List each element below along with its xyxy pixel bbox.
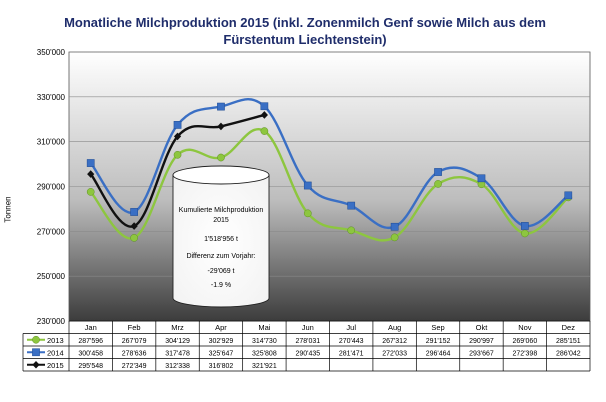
- x-tick-label: Mai: [258, 323, 270, 332]
- data-point: [130, 208, 138, 216]
- data-label: 272'398: [513, 350, 538, 357]
- data-point: [217, 102, 225, 111]
- data-point: [173, 121, 182, 129]
- annotation-text: Kumulierte Milchproduktion: [179, 207, 264, 214]
- data-point: [217, 153, 225, 162]
- data-label: 272'033: [382, 350, 407, 357]
- data-point: [173, 132, 182, 141]
- data-label: 290'997: [469, 338, 494, 345]
- x-tick-label: Nov: [518, 323, 532, 332]
- data-point: [130, 234, 138, 242]
- data-label: 269'060: [513, 338, 538, 345]
- data-label: 278'636: [122, 350, 147, 357]
- data-label: 302'929: [209, 338, 234, 345]
- data-point: [564, 191, 573, 200]
- data-label: 296'464: [426, 350, 451, 357]
- y-tick-label: 350'000: [37, 48, 66, 57]
- annotation-text: -1.9 %: [211, 282, 231, 289]
- data-point: [434, 180, 442, 188]
- data-label: 270'443: [339, 338, 364, 345]
- series-2015: [87, 111, 268, 230]
- data-point: [303, 181, 312, 190]
- x-tick-label: Jun: [302, 323, 314, 332]
- x-tick-label: Okt: [476, 323, 489, 332]
- data-point: [347, 201, 356, 210]
- x-tick-label: Mrz: [171, 323, 184, 332]
- data-label: 272'349: [122, 363, 147, 370]
- data-label: 317'478: [165, 350, 190, 357]
- data-label: 281'471: [339, 350, 364, 357]
- annotation-cylinder-top: [172, 165, 270, 185]
- x-tick-label: Sep: [431, 323, 444, 332]
- data-label: 293'667: [469, 350, 494, 357]
- annotation-text: 2015: [213, 217, 229, 224]
- annotation-cylinder: [172, 174, 270, 308]
- data-label: 325'808: [252, 350, 277, 357]
- data-point: [390, 222, 399, 231]
- data-point: [32, 335, 40, 344]
- y-tick-label: 330'000: [37, 93, 66, 102]
- data-point: [130, 222, 138, 230]
- x-tick-label: Jul: [346, 323, 356, 332]
- data-point: [260, 127, 269, 135]
- annotation-text: -29'069 t: [207, 268, 234, 275]
- data-point: [521, 222, 529, 230]
- data-label: 278'031: [295, 338, 320, 345]
- annotation-text: 1'518'956 t: [204, 236, 238, 243]
- data-point: [86, 159, 95, 167]
- data-point: [477, 174, 486, 183]
- data-point: [347, 226, 356, 235]
- y-tick-label: 230'000: [37, 317, 66, 326]
- legend-label: 2014: [47, 348, 64, 357]
- x-tick-label: Feb: [128, 323, 141, 332]
- data-label: 286'042: [556, 350, 581, 357]
- y-tick-label: 290'000: [37, 183, 66, 192]
- x-tick-label: Jan: [85, 323, 97, 332]
- data-label: 316'802: [209, 363, 234, 370]
- data-label: 304'129: [165, 338, 190, 345]
- data-point: [521, 229, 529, 238]
- data-label: 267'312: [382, 338, 407, 345]
- data-label: 267'079: [122, 338, 147, 345]
- chart-title: Monatliche Milchproduktion 2015 (inkl. Z…: [64, 15, 546, 47]
- data-label: 290'435: [295, 350, 320, 357]
- series-2014: [86, 98, 573, 231]
- data-point: [87, 170, 95, 178]
- y-tick-label: 270'000: [37, 227, 66, 236]
- data-point: [434, 168, 442, 176]
- data-label: 300'458: [78, 350, 103, 357]
- x-tick-label: Aug: [388, 323, 401, 332]
- data-point: [217, 122, 225, 131]
- data-point: [173, 150, 182, 159]
- data-label: 314'730: [252, 338, 277, 345]
- data-label: 321'921: [252, 363, 277, 370]
- data-point: [260, 111, 268, 119]
- data-label: 291'152: [426, 338, 451, 345]
- legend-label: 2015: [47, 361, 64, 370]
- data-label: 325'647: [209, 350, 234, 357]
- annotation-text: Differenz zum Vorjahr:: [186, 253, 255, 260]
- y-tick-label: 250'000: [37, 272, 66, 281]
- x-tick-label: Dez: [562, 323, 576, 332]
- data-point: [32, 360, 40, 369]
- y-tick-label: 310'000: [37, 138, 66, 147]
- series-2013: [86, 127, 573, 242]
- x-tick-label: Apr: [215, 323, 227, 332]
- legend-label: 2013: [47, 336, 64, 345]
- data-point: [86, 188, 95, 196]
- data-label: 295'548: [78, 363, 103, 370]
- data-label: 285'151: [556, 338, 581, 345]
- data-label: 287'596: [78, 338, 103, 345]
- data-point: [303, 209, 312, 218]
- series-line: [89, 113, 265, 228]
- data-label: 312'338: [165, 363, 190, 370]
- data-point: [32, 348, 40, 357]
- data-point: [390, 233, 399, 242]
- data-point: [260, 102, 269, 111]
